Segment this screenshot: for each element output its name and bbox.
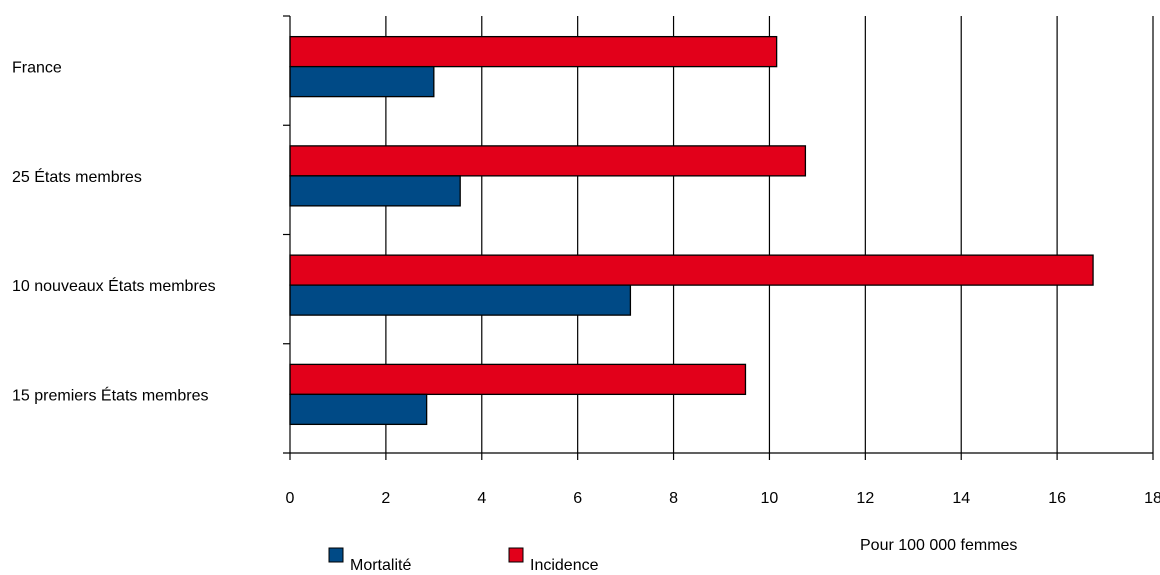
bar-incidence-0 bbox=[289, 35, 778, 68]
legend-label-incidence: Incidence bbox=[530, 557, 599, 574]
category-label-1: 25 États membres bbox=[12, 167, 142, 186]
bar-mortalite-3 bbox=[289, 393, 428, 426]
legend-label-mortalite: Mortalité bbox=[350, 557, 411, 574]
legend-swatch-incidence bbox=[508, 547, 524, 563]
bars bbox=[289, 35, 1094, 426]
axes bbox=[283, 15, 1154, 460]
bar-incidence-2 bbox=[289, 254, 1094, 286]
category-label-2: 10 nouveaux États membres bbox=[12, 276, 216, 295]
x-axis-unit-label: Pour 100 000 femmes bbox=[860, 537, 1017, 554]
bar-mortalite-1 bbox=[289, 175, 461, 207]
x-tick-label-16: 16 bbox=[1048, 490, 1066, 507]
category-labels: France 25 États membres 10 nouveaux États … bbox=[12, 60, 216, 405]
category-label-3: 15 premiers États membres bbox=[12, 385, 209, 404]
x-tick-label-10: 10 bbox=[761, 490, 779, 507]
x-tick-label-6: 6 bbox=[573, 490, 582, 507]
x-tick-label-12: 12 bbox=[856, 490, 874, 507]
x-tick-label-8: 8 bbox=[669, 490, 678, 507]
x-tick-labels: 0 2 4 6 8 10 12 14 16 18 bbox=[286, 490, 1160, 507]
bar-mortalite-2 bbox=[289, 284, 632, 316]
x-tick-label-0: 0 bbox=[286, 490, 295, 507]
bar-incidence-1 bbox=[289, 145, 807, 177]
legend: Mortalité Incidence bbox=[328, 547, 599, 574]
x-tick-label-4: 4 bbox=[477, 490, 486, 507]
legend-item-mortalite: Mortalité bbox=[328, 547, 411, 574]
gridlines bbox=[385, 16, 1154, 453]
x-tick-label-2: 2 bbox=[381, 490, 390, 507]
bar-incidence-3 bbox=[289, 363, 747, 396]
bar-mortalite-0 bbox=[289, 65, 435, 98]
category-label-0: France bbox=[12, 60, 62, 77]
legend-item-incidence: Incidence bbox=[508, 547, 599, 574]
x-tick-label-18: 18 bbox=[1144, 490, 1160, 507]
x-tick-label-14: 14 bbox=[952, 490, 970, 507]
legend-swatch-mortalite bbox=[328, 547, 344, 563]
